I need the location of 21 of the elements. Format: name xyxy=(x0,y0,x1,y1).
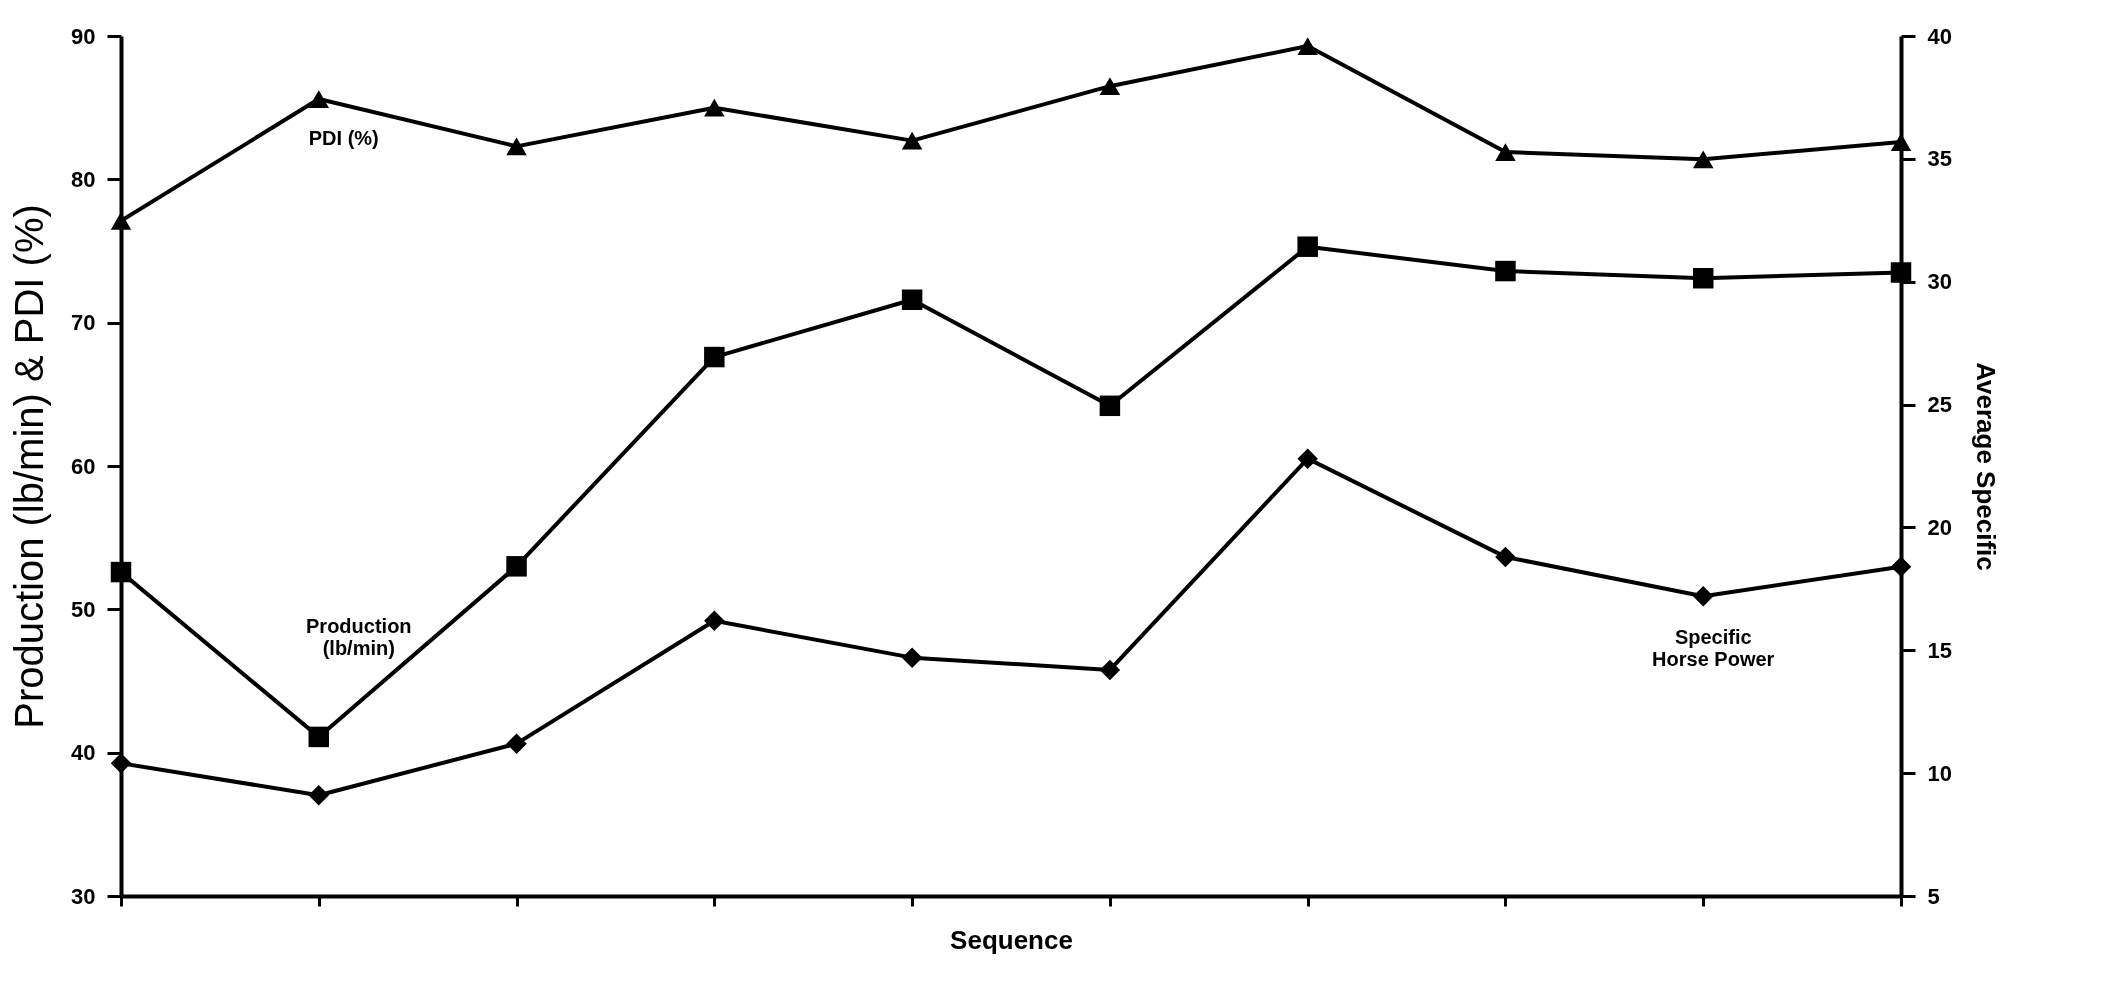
y2-tick-label: 10 xyxy=(1927,760,1952,786)
y2-tick-label: 35 xyxy=(1927,146,1952,172)
series-label: PDI (%) xyxy=(308,127,379,150)
y-tick-label: 50 xyxy=(71,596,96,622)
y2-tick-label: 40 xyxy=(1927,23,1952,49)
y2-tick-label: 30 xyxy=(1927,269,1952,295)
y-tick-label: 80 xyxy=(71,166,96,192)
y-tick-label: 90 xyxy=(71,23,96,49)
y-tick-label: 30 xyxy=(71,883,96,909)
y2-tick-label: 5 xyxy=(1927,883,1940,909)
series-label: Specific Horse Power xyxy=(1652,626,1775,671)
y-axis-title: Production (lb/min) & PDI (%) xyxy=(7,204,52,729)
series-label: Production (lb/min) xyxy=(306,614,412,659)
y-tick-label: 40 xyxy=(71,740,96,766)
y-tick-label: 60 xyxy=(71,453,96,479)
y2-tick-label: 20 xyxy=(1927,514,1952,540)
y2-tick-label: 25 xyxy=(1927,392,1952,418)
y-tick-label: 70 xyxy=(71,310,96,336)
y2-axis-title: Average Specific xyxy=(1970,362,2001,571)
y2-tick-label: 15 xyxy=(1927,637,1952,663)
x-axis-title: Sequence xyxy=(950,925,1073,955)
